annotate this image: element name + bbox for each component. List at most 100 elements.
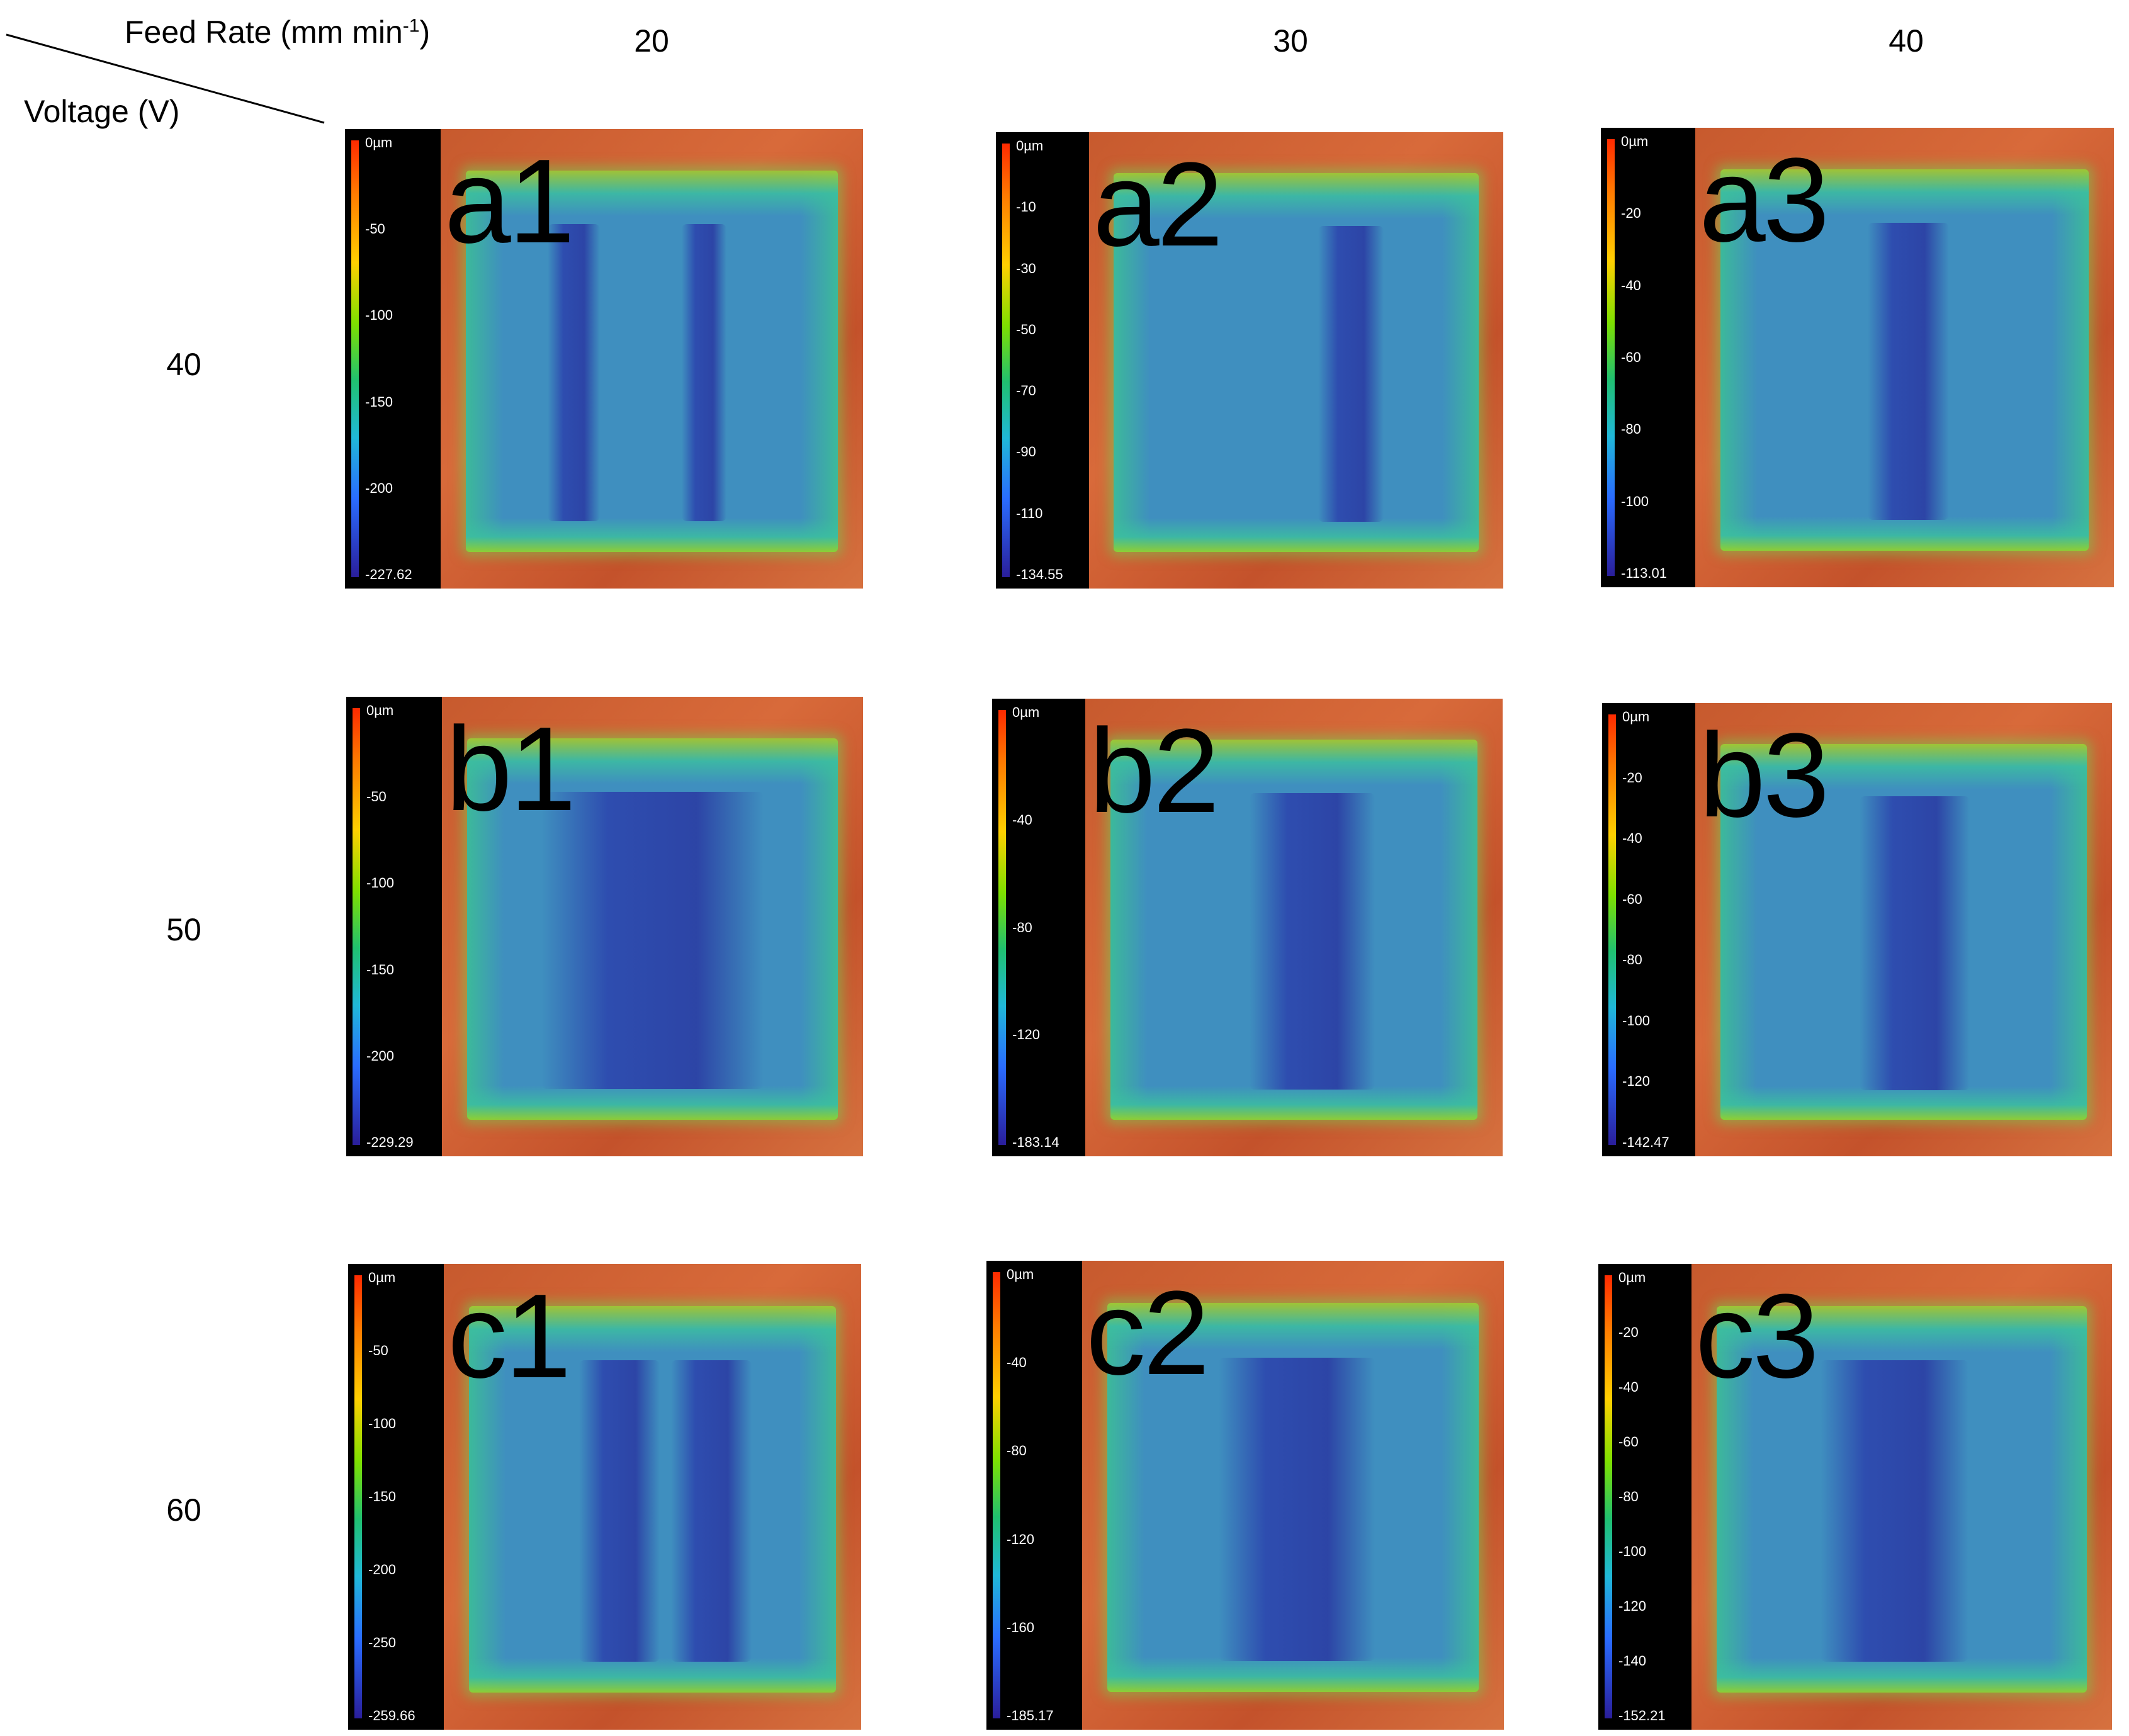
colorbar-tick-label: -40 <box>1622 830 1642 847</box>
machined-pocket <box>1720 169 2089 551</box>
colorbar: 0µm -50 -100 -150 -200 -250 -259.66 <box>348 1264 444 1730</box>
colorbar-gradient <box>993 1272 1000 1718</box>
panel-label: c2 <box>1086 1266 1210 1400</box>
colorbar-tick-label: -200 <box>366 1047 395 1064</box>
colorbar-tick-label: -100 <box>1622 1012 1651 1029</box>
colorbar-tick-label: -200 <box>365 480 393 496</box>
machined-pocket <box>468 1305 837 1693</box>
deep-region <box>1318 226 1384 522</box>
deep-region <box>681 223 726 522</box>
row-header-2: 50 <box>166 912 201 947</box>
colorbar-gradient <box>351 140 359 577</box>
colorbar-tick-label: -134.55 <box>1016 566 1063 582</box>
colorbar-tick-label: -40 <box>1621 277 1641 293</box>
column-header-2: 30 <box>1273 23 1308 59</box>
machined-pocket <box>1717 1305 2087 1693</box>
colorbar-tick-label: -229.29 <box>366 1134 414 1150</box>
header-diagonal-line <box>6 33 325 124</box>
depth-map-image: c3 <box>1691 1264 2112 1730</box>
colorbar-tick-label: -185.17 <box>1007 1708 1054 1723</box>
colorbar: 0µm -50 -100 -150 -200 -229.29 <box>346 697 442 1156</box>
colorbar-tick-label: -200 <box>368 1562 397 1577</box>
panel-a3: 0µm -20 -40 -60 -80 -100 -113.01 a3 <box>1601 128 2114 587</box>
colorbar-tick-label: -120 <box>1618 1598 1647 1614</box>
colorbar-tick-label: -120 <box>1007 1531 1035 1547</box>
panel-c3: 0µm -20 -40 -60 -80 -100 -120 -140 -152.21 c3 <box>1598 1264 2112 1730</box>
colorbar-tick-label: -120 <box>1622 1073 1651 1090</box>
colorbar-tick-label: 0µm <box>1622 709 1650 724</box>
panel-b1: 0µm -50 -100 -150 -200 -229.29 b1 <box>346 697 863 1156</box>
colorbar-tick-label: -100 <box>365 307 393 324</box>
colorbar-tick-label: -80 <box>1007 1443 1027 1459</box>
colorbar-tick-label: 0µm <box>368 1270 396 1285</box>
colorbar-tick-label: -60 <box>1618 1434 1639 1450</box>
colorbar-tick-label: -160 <box>1007 1619 1035 1635</box>
deep-region <box>1820 1360 1968 1662</box>
feed-rate-label: Feed Rate (mm min <box>125 14 403 50</box>
colorbar-tick-label: -40 <box>1618 1379 1639 1395</box>
depth-map-image: a2 <box>1089 132 1503 589</box>
panel-label: a2 <box>1093 138 1223 271</box>
deep-region <box>541 791 764 1090</box>
colorbar: 0µm -20 -40 -60 -80 -100 -120 -140 -152.21 <box>1598 1264 1691 1730</box>
colorbar-tick-label: 0µm <box>1618 1270 1646 1285</box>
colorbar-tick-label: -20 <box>1618 1324 1639 1340</box>
colorbar-tick-label: -60 <box>1621 349 1641 365</box>
colorbar-gradient <box>354 1275 362 1718</box>
colorbar-tick-label: -113.01 <box>1621 565 1667 581</box>
deep-region <box>548 223 600 522</box>
colorbar-tick-label: -100 <box>1621 493 1649 509</box>
colorbar-tick-label: -227.62 <box>365 566 412 582</box>
colorbar-gradient <box>1607 139 1615 576</box>
colorbar-tick-label: -140 <box>1618 1653 1647 1669</box>
panel-label: b1 <box>446 702 576 836</box>
panel-label: b3 <box>1699 709 1829 842</box>
panel-label: c3 <box>1695 1270 1819 1403</box>
colorbar-tick-label: 0µm <box>1012 704 1040 720</box>
colorbar-tick-label: -50 <box>366 789 387 805</box>
machined-pocket <box>1107 1303 1479 1693</box>
machined-pocket <box>1110 740 1478 1120</box>
colorbar-tick-label: -120 <box>1012 1027 1041 1043</box>
depth-map-image: b1 <box>442 697 863 1156</box>
panel-b2: 0µm -40 -80 -120 -183.14 b2 <box>992 699 1503 1156</box>
panel-label: a1 <box>444 135 575 268</box>
colorbar-tick-label: -100 <box>366 875 395 891</box>
panel-label: b2 <box>1089 704 1219 838</box>
machined-pocket <box>466 170 838 552</box>
colorbar-tick-label: -30 <box>1016 260 1036 276</box>
deep-region <box>579 1360 660 1662</box>
panel-b3: 0µm -20 -40 -60 -80 -100 -120 -142.47 b3 <box>1602 703 2112 1156</box>
colorbar-tick-label: -250 <box>368 1635 397 1650</box>
colorbar: 0µm -50 -100 -150 -200 -227.62 <box>345 129 441 589</box>
colorbar-tick-label: -10 <box>1016 199 1036 215</box>
depth-map-image: b2 <box>1085 699 1503 1156</box>
panel-a1: 0µm -50 -100 -150 -200 -227.62 a1 <box>345 129 863 589</box>
colorbar-gradient <box>353 708 360 1145</box>
colorbar: 0µm -20 -40 -60 -80 -100 -113.01 <box>1601 128 1695 587</box>
colorbar-gradient <box>1608 714 1616 1145</box>
column-header-1: 20 <box>634 23 669 59</box>
row-header-3: 60 <box>166 1492 201 1528</box>
colorbar-tick-label: 0µm <box>1016 138 1044 154</box>
colorbar-tick-label: 0µm <box>366 702 394 718</box>
depth-map-image: a1 <box>441 129 863 589</box>
colorbar-tick-label: -150 <box>368 1489 397 1504</box>
row-header-1: 40 <box>166 347 201 382</box>
colorbar-tick-label: 0µm <box>1007 1266 1034 1282</box>
colorbar: 0µm -10 -30 -50 -70 -90 -110 -134.55 <box>996 132 1089 589</box>
colorbar-tick-label: -60 <box>1622 891 1642 907</box>
colorbar-tick-label: -90 <box>1016 444 1036 460</box>
depth-map-image: b3 <box>1695 703 2112 1156</box>
colorbar-tick-label: -110 <box>1016 505 1043 521</box>
machined-pocket <box>1114 173 1479 552</box>
colorbar-tick-label: -70 <box>1016 383 1036 399</box>
depth-map-image: a3 <box>1695 128 2114 587</box>
colorbar-tick-label: -80 <box>1012 919 1032 935</box>
colorbar-gradient <box>1002 144 1010 577</box>
depth-map-image: c1 <box>444 1264 861 1730</box>
colorbar-tick-label: -150 <box>365 393 393 410</box>
colorbar-tick-label: -150 <box>366 961 395 978</box>
colorbar-tick-label: 0µm <box>365 135 393 150</box>
colorbar-gradient <box>1605 1275 1612 1718</box>
